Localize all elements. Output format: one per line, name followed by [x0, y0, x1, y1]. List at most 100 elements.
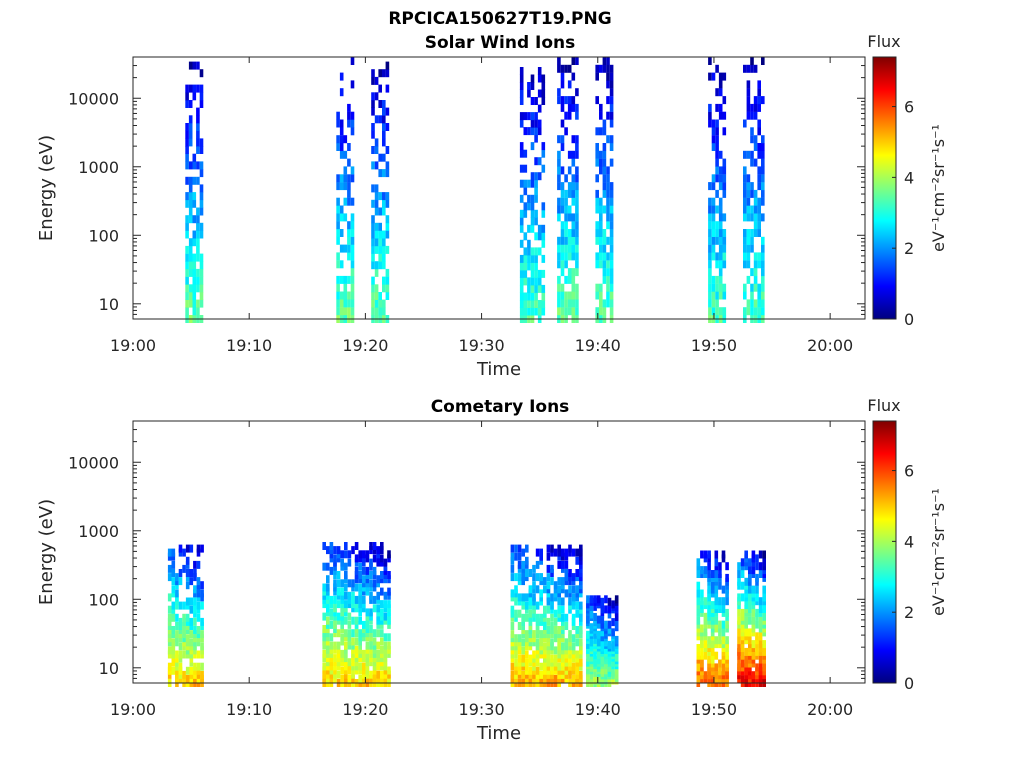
heatmap-cell	[336, 275, 340, 284]
heatmap-cell	[753, 64, 758, 73]
heatmap-cell	[517, 666, 522, 675]
heatmap-cell	[519, 119, 524, 128]
heatmap-cell	[322, 612, 326, 621]
heatmap-cell	[722, 127, 727, 136]
heatmap-cell	[354, 542, 359, 550]
heatmap-cell	[753, 229, 758, 237]
x-tick-label: 19:50	[691, 336, 737, 355]
heatmap-cell	[192, 192, 197, 201]
heatmap-cell	[336, 645, 341, 654]
heatmap-cell	[575, 150, 579, 159]
heatmap-cell	[761, 189, 765, 198]
heatmap-cell	[595, 229, 599, 237]
colorbar-tick-label: 0	[904, 674, 914, 693]
colorbar-tick-label: 6	[904, 98, 914, 117]
heatmap-cell	[567, 189, 572, 198]
heatmap-cell	[606, 268, 610, 277]
heatmap-cell	[575, 205, 579, 214]
heatmap-cell	[192, 230, 197, 239]
heatmap-cell	[575, 601, 579, 610]
heatmap-cell	[329, 620, 334, 629]
heatmap-cell	[743, 283, 747, 292]
heatmap-cell	[546, 605, 551, 614]
heatmap-cell	[358, 654, 362, 663]
heatmap-cell	[362, 670, 366, 679]
heatmap-cell	[171, 548, 176, 557]
heatmap-cell	[737, 616, 741, 625]
heatmap-cell	[534, 97, 538, 105]
heatmap-cell	[714, 671, 719, 680]
heatmap-cell	[350, 229, 355, 237]
heatmap-cell	[750, 299, 754, 308]
heatmap-cell	[376, 579, 380, 588]
heatmap-cell	[199, 299, 204, 308]
heatmap-cell	[527, 194, 531, 203]
heatmap-cell	[596, 620, 601, 629]
heatmap-cell	[606, 221, 610, 230]
heatmap-cell	[196, 662, 201, 671]
heatmap-cell	[340, 616, 344, 625]
heatmap-cell	[722, 174, 727, 183]
heatmap-cell	[711, 291, 716, 300]
heatmap-cell	[326, 637, 330, 646]
heatmap-cell	[744, 601, 748, 610]
heatmap-cell	[579, 638, 583, 647]
heatmap-cell	[523, 179, 528, 188]
heatmap-cell	[372, 583, 377, 592]
heatmap-cell	[564, 569, 569, 577]
heatmap-cell	[374, 268, 379, 277]
heatmap-cell	[167, 548, 172, 557]
heatmap-cell	[715, 291, 719, 300]
heatmap-cell	[347, 595, 352, 604]
heatmap-cell	[718, 620, 722, 629]
heatmap-cell	[185, 230, 189, 239]
heatmap-cell	[568, 654, 572, 663]
heatmap-cell	[530, 247, 535, 256]
heatmap-cell	[378, 299, 382, 308]
heatmap-cell	[722, 244, 727, 253]
heatmap-cell	[557, 64, 561, 73]
heatmap-cell	[560, 96, 565, 105]
heatmap-cell	[534, 112, 538, 121]
heatmap-cell	[606, 275, 610, 284]
heatmap-cell	[571, 634, 576, 643]
heatmap-cell	[696, 644, 701, 652]
heatmap-cell	[575, 638, 579, 647]
heatmap-cell	[372, 566, 377, 575]
heatmap-cell	[568, 597, 572, 606]
heatmap-cell	[351, 583, 355, 592]
heatmap-cell	[761, 150, 765, 159]
heatmap-cell	[543, 642, 547, 651]
heatmap-cell	[528, 634, 533, 643]
heatmap-cell	[534, 254, 538, 263]
heatmap-cell	[711, 283, 716, 292]
heatmap-cell	[543, 622, 547, 630]
heatmap-cell	[178, 617, 183, 626]
heatmap-cell	[737, 562, 741, 571]
heatmap-cell	[196, 84, 200, 93]
heatmap-cell	[743, 189, 747, 198]
heatmap-cell	[523, 232, 528, 241]
heatmap-cell	[609, 80, 614, 89]
heatmap-cell	[715, 174, 719, 183]
heatmap-cell	[351, 658, 355, 667]
heatmap-cell	[175, 601, 179, 610]
heatmap-cell	[748, 558, 752, 567]
heatmap-cell	[611, 676, 615, 685]
heatmap-cell	[362, 558, 366, 567]
plot-frame	[132, 56, 866, 320]
heatmap-cell	[365, 608, 370, 617]
heatmap-cell	[762, 663, 766, 672]
heatmap-cell	[537, 119, 542, 128]
heatmap-cell	[371, 292, 375, 300]
heatmap-cell	[196, 650, 201, 659]
heatmap-cell	[383, 575, 388, 584]
heatmap-cell	[703, 671, 708, 680]
heatmap-cell	[602, 205, 607, 214]
heatmap-cell	[347, 674, 352, 683]
heatmap-cell	[354, 575, 359, 584]
heatmap-cell	[329, 612, 334, 621]
heatmap-cell	[517, 573, 522, 582]
heatmap-cell	[376, 550, 380, 559]
